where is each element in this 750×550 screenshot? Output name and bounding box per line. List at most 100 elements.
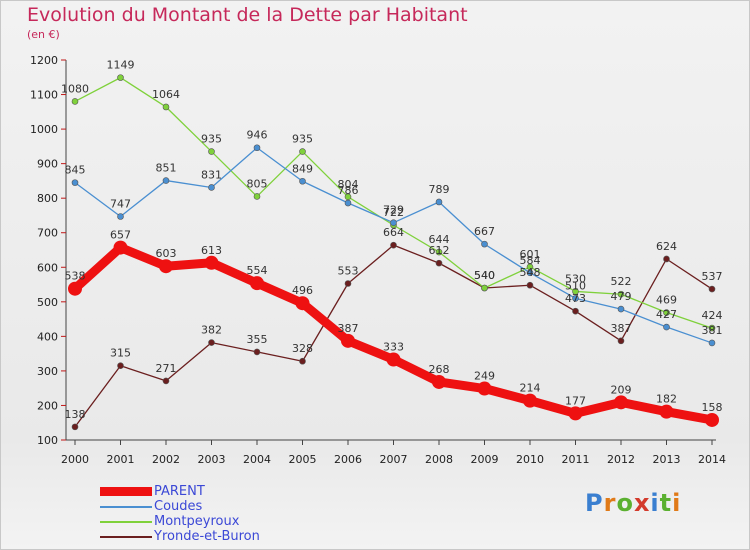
data-point	[159, 259, 173, 274]
y-tick-label: 600	[37, 261, 58, 274]
x-tick-label: 2007	[380, 453, 408, 466]
data-label: 387	[611, 322, 632, 335]
data-point	[299, 148, 306, 155]
data-label: 158	[702, 401, 723, 414]
data-label: 333	[383, 341, 404, 354]
data-label: 664	[383, 226, 404, 239]
data-point	[344, 199, 352, 207]
x-tick-label: 2013	[653, 453, 681, 466]
data-label: 479	[611, 290, 632, 303]
data-label: 214	[520, 382, 541, 395]
data-label: 644	[429, 233, 450, 246]
data-label: 268	[429, 363, 450, 376]
x-tick-label: 2009	[471, 453, 499, 466]
data-point	[708, 285, 716, 293]
logo-letter: t	[659, 489, 673, 517]
data-point	[477, 381, 492, 396]
data-point	[390, 241, 397, 249]
data-label: 427	[656, 308, 677, 321]
data-point	[253, 144, 261, 152]
legend-swatch	[100, 536, 152, 538]
x-tick-label: 2001	[107, 453, 135, 466]
data-point	[663, 309, 670, 316]
data-point	[250, 276, 264, 291]
data-label: 935	[292, 133, 313, 146]
data-label: 381	[702, 324, 723, 337]
data-point	[568, 406, 583, 421]
data-label: 786	[338, 184, 359, 197]
data-point	[113, 240, 128, 255]
data-point	[253, 193, 261, 200]
legend-swatch	[100, 521, 152, 523]
data-point	[117, 213, 124, 220]
data-label: 613	[201, 244, 222, 257]
data-label: 522	[611, 275, 632, 288]
data-point	[526, 281, 534, 289]
data-label: 530	[565, 272, 586, 285]
data-label: 831	[201, 168, 222, 181]
data-label: 554	[247, 264, 268, 277]
y-tick-label: 1100	[30, 89, 58, 102]
x-tick-label: 2006	[334, 453, 362, 466]
data-label: 1149	[107, 59, 135, 72]
data-label: 804	[338, 178, 359, 191]
data-point	[663, 255, 670, 263]
data-label: 182	[656, 393, 677, 406]
data-point	[71, 98, 79, 105]
data-label: 729	[383, 204, 404, 217]
x-tick-label: 2004	[243, 453, 271, 466]
data-label: 601	[520, 248, 541, 261]
data-label: 209	[611, 383, 632, 396]
legend-swatch	[100, 487, 152, 496]
data-point	[208, 339, 215, 346]
x-tick-label: 2005	[289, 453, 317, 466]
data-label: 584	[520, 254, 541, 267]
logo-letter: i	[650, 489, 660, 517]
data-point	[663, 323, 670, 331]
data-point	[71, 423, 79, 431]
y-tick-label: 800	[37, 192, 58, 205]
y-tick-label: 300	[37, 365, 58, 378]
data-point	[208, 148, 215, 155]
data-label: 667	[474, 225, 495, 238]
data-point	[432, 374, 446, 389]
data-point	[526, 269, 534, 277]
data-point	[390, 219, 397, 227]
data-label: 540	[474, 269, 495, 282]
data-label: 271	[156, 362, 177, 375]
x-tick-label: 2010	[516, 453, 544, 466]
chart-title: Evolution du Montant de la Dette par Hab…	[27, 4, 468, 26]
data-point	[208, 184, 215, 191]
data-label: 849	[292, 162, 313, 175]
data-label: 805	[247, 177, 268, 190]
data-label: 537	[702, 270, 723, 283]
data-label: 473	[565, 292, 586, 305]
data-label: 315	[110, 347, 131, 360]
data-point	[299, 357, 306, 365]
data-point	[162, 177, 170, 184]
data-label: 657	[110, 229, 131, 242]
data-point	[572, 288, 579, 295]
legend-label: PARENT	[154, 484, 205, 499]
data-point	[71, 179, 79, 186]
data-point	[572, 307, 579, 315]
data-point	[617, 305, 625, 313]
data-point	[68, 281, 82, 296]
x-tick-label: 2002	[152, 453, 180, 466]
data-label: 469	[656, 294, 677, 307]
data-point	[204, 255, 219, 270]
data-label: 1064	[152, 88, 180, 101]
y-tick-label: 500	[37, 296, 58, 309]
data-point	[435, 198, 443, 206]
data-label: 424	[702, 309, 723, 322]
data-label: 612	[429, 244, 450, 257]
data-label: 138	[65, 408, 86, 421]
chart-subtitle: (en €)	[27, 28, 60, 41]
data-point	[617, 290, 625, 298]
x-tick-label: 2011	[562, 453, 590, 466]
legend-label: Coudes	[154, 499, 203, 514]
data-label: 603	[156, 247, 177, 260]
data-label: 935	[201, 133, 222, 146]
data-point	[341, 333, 355, 348]
data-label: 382	[201, 324, 222, 337]
